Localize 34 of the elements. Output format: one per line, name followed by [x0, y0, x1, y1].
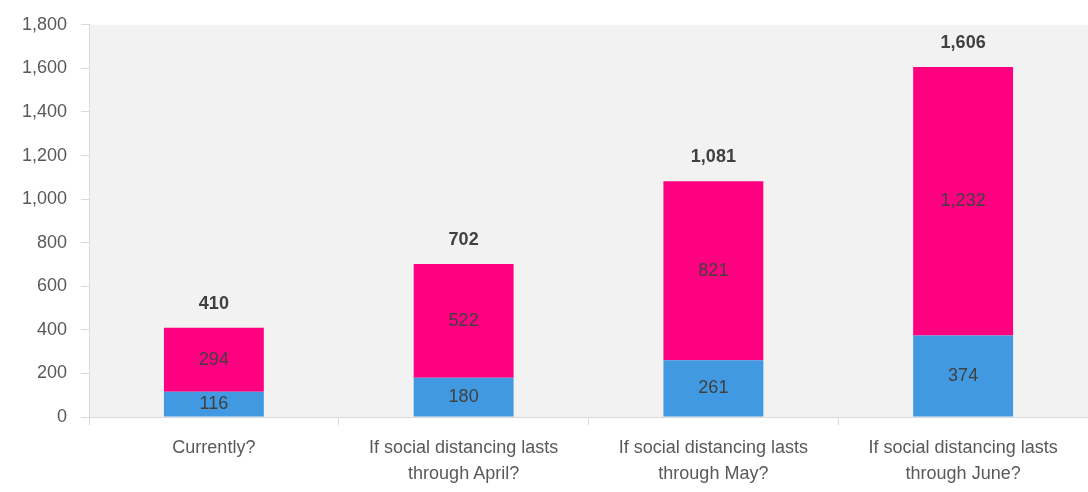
- x-tick-label: If social distancing lasts through April?: [369, 437, 559, 484]
- data-label: 821: [698, 259, 729, 280]
- y-tick-label: 200: [36, 362, 67, 383]
- data-label: 294: [198, 348, 229, 369]
- y-tick-label: 1,800: [21, 13, 67, 34]
- total-label: 1,606: [940, 32, 986, 53]
- bar: [663, 360, 764, 417]
- data-label: 116: [199, 393, 229, 414]
- y-tick-label: 600: [36, 275, 67, 296]
- total-label: 410: [198, 292, 229, 313]
- y-tick-label: 1,400: [21, 100, 67, 121]
- data-label: 261: [698, 377, 729, 398]
- x-tick-label: If social distancing lasts through June?: [868, 437, 1058, 484]
- bar: [663, 181, 764, 361]
- x-tick-label: Currently?: [172, 437, 256, 458]
- total-label: 1,081: [690, 146, 736, 167]
- data-label: 522: [448, 309, 479, 330]
- total-label: 702: [448, 229, 479, 250]
- data-label: 180: [448, 386, 479, 407]
- y-tick-label: 1,200: [21, 144, 67, 165]
- bar: [913, 335, 1014, 417]
- bar: [413, 377, 514, 417]
- bar: [413, 264, 514, 378]
- y-tick-label: 0: [56, 405, 67, 426]
- data-label: 1,232: [940, 190, 986, 211]
- bar: [163, 391, 264, 417]
- bar: [913, 67, 1014, 336]
- y-tick-label: 400: [36, 318, 67, 339]
- data-label: 374: [948, 364, 979, 385]
- y-tick-label: 800: [36, 231, 67, 252]
- y-tick-label: 1,600: [21, 57, 67, 78]
- x-tick-label: If social distancing lasts through May?: [618, 437, 808, 484]
- y-tick-label: 1,000: [21, 188, 67, 209]
- bar: [163, 327, 264, 392]
